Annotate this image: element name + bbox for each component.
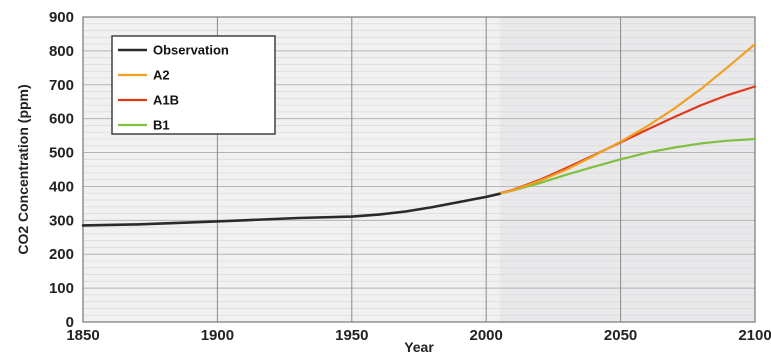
x-tick-label: 1950 <box>335 327 368 344</box>
x-tick-label: 2050 <box>604 327 637 344</box>
legend-entry: A2 <box>153 68 170 83</box>
x-tick-label: 1850 <box>66 327 99 344</box>
x-axis-title: Year <box>404 339 434 354</box>
x-tick-label: 2100 <box>738 327 771 344</box>
y-axis-title: CO2 Concentration (ppm) <box>15 84 31 254</box>
projection-period-background <box>499 17 755 322</box>
x-tick-label: 1900 <box>201 327 234 344</box>
y-tick-label: 300 <box>49 212 74 229</box>
legend-box <box>111 35 276 135</box>
legend-entry: B1 <box>153 118 170 133</box>
y-tick-label: 900 <box>49 9 74 26</box>
y-axis-ticks: 0 100 200 300 400 500 600 700 800 900 <box>49 9 74 331</box>
legend-entry: Observation <box>153 43 229 58</box>
series-line-a2 <box>485 43 757 198</box>
x-axis-ticks: 1850 1900 1950 2000 2050 2100 <box>66 327 771 344</box>
y-tick-label: 100 <box>49 280 74 297</box>
legend: Observation A2 A1B B1 <box>111 35 276 135</box>
legend-entry: A1B <box>153 93 179 108</box>
y-tick-label: 0 <box>66 314 74 331</box>
grid-lines <box>82 16 756 323</box>
y-tick-label: 200 <box>49 246 74 263</box>
series-line-observation <box>81 192 501 227</box>
y-tick-label: 800 <box>49 43 74 60</box>
y-tick-label: 700 <box>49 77 74 94</box>
series-line-b1 <box>485 137 757 198</box>
series-lines <box>81 43 757 227</box>
y-tick-label: 400 <box>49 178 74 195</box>
y-tick-label: 600 <box>49 111 74 128</box>
plot-frame <box>82 16 756 323</box>
x-tick-label: 2000 <box>470 327 503 344</box>
y-tick-label: 500 <box>49 145 74 162</box>
